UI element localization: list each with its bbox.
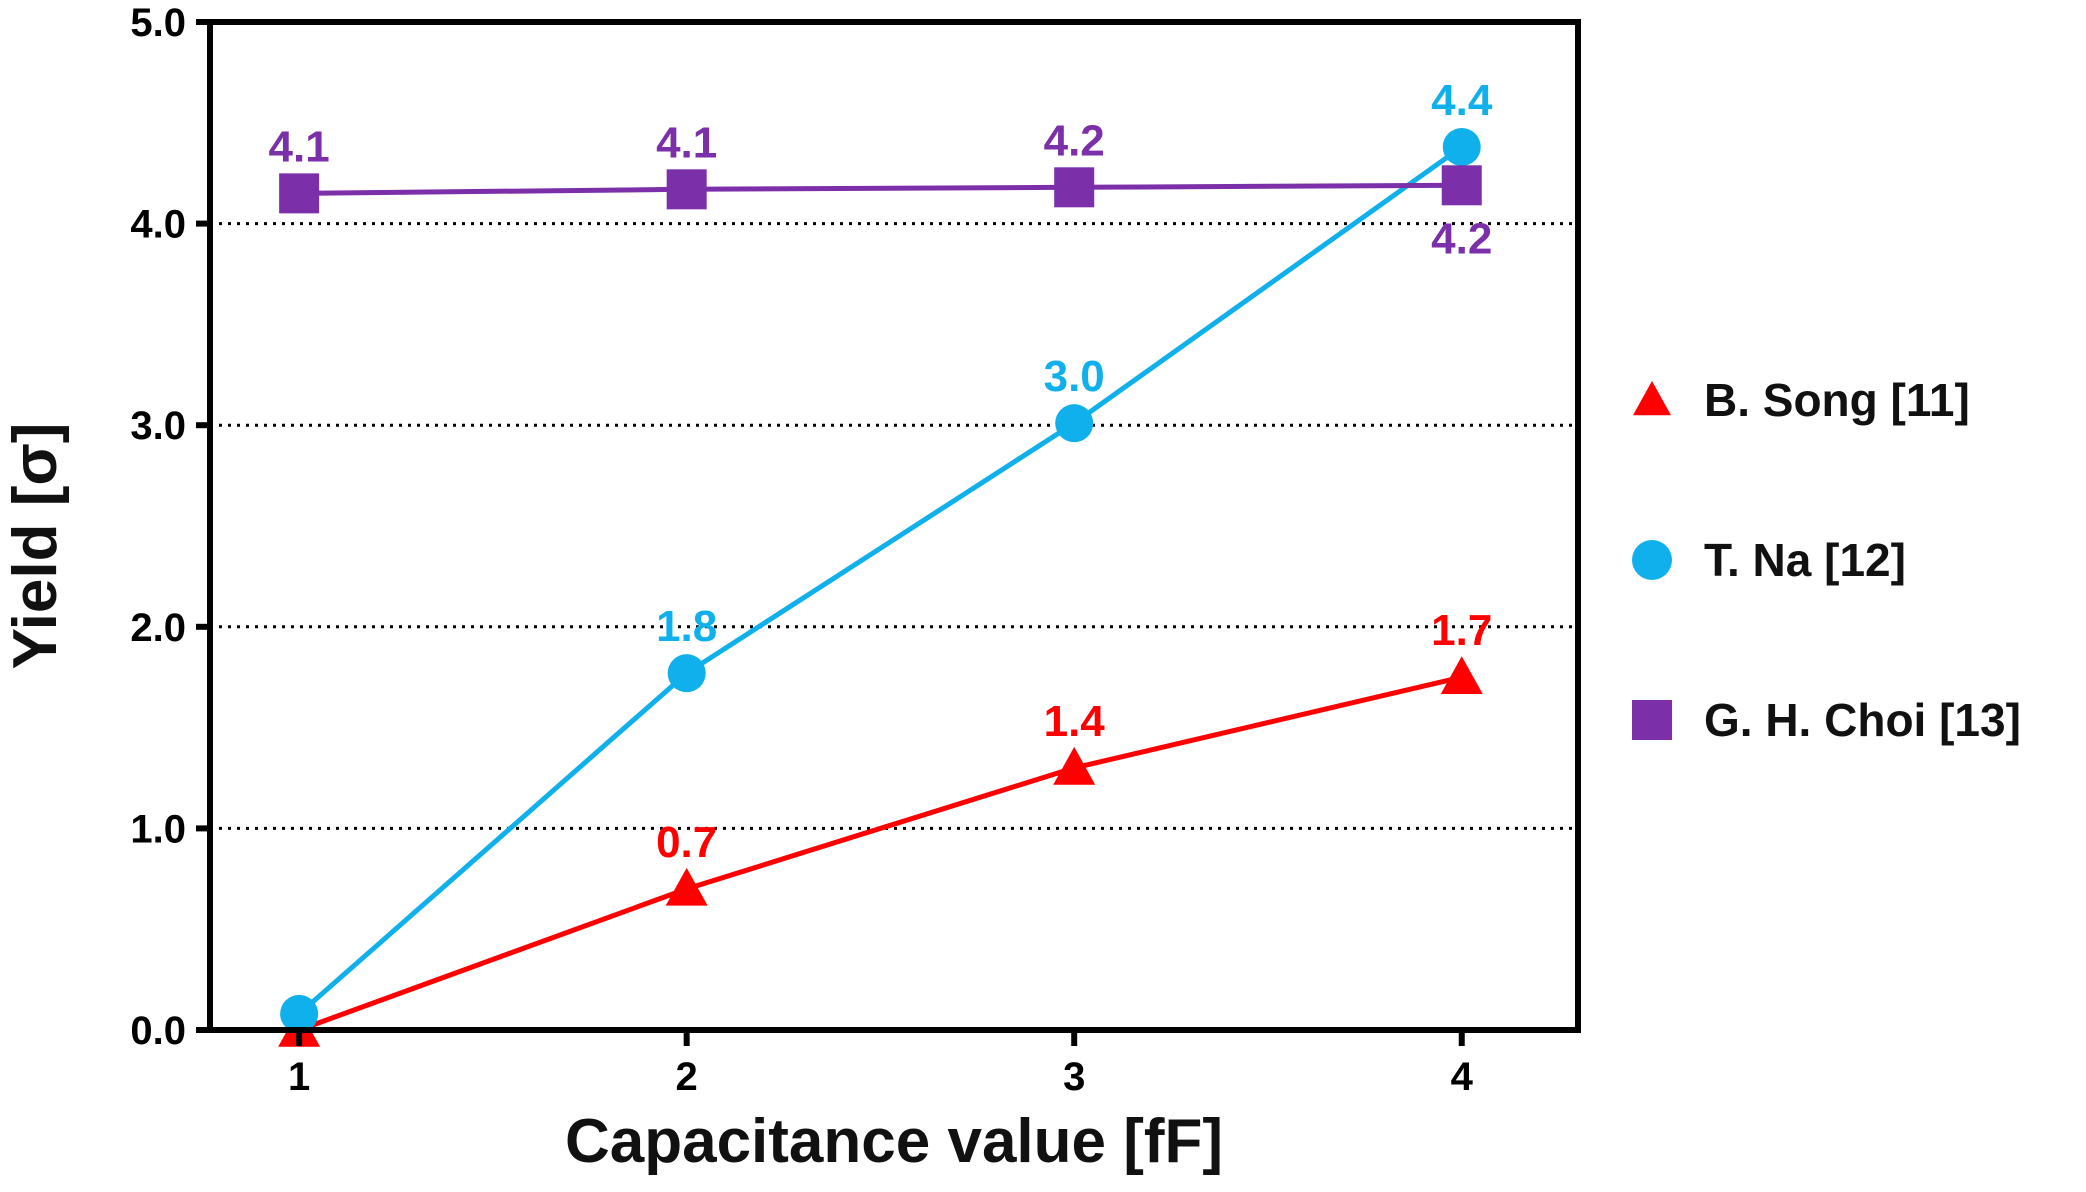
y-tick-label: 0.0 — [130, 1009, 186, 1053]
x-axis-title: Capacitance value [fF] — [565, 1107, 1223, 1176]
data-point — [280, 994, 319, 1033]
legend-label: G. H. Choi [13] — [1704, 694, 2021, 746]
data-label: 0.7 — [656, 818, 717, 867]
y-tick-label: 4.0 — [130, 203, 186, 247]
x-tick-label: 1 — [288, 1055, 310, 1099]
x-tick-label: 4 — [1451, 1055, 1474, 1099]
plot-frame — [207, 19, 1581, 1033]
legend-marker-square — [1632, 700, 1672, 740]
data-label: 4.1 — [269, 122, 330, 171]
data-label: 4.4 — [1431, 76, 1493, 125]
data-point — [1053, 746, 1096, 785]
series-line-1 — [297, 144, 1464, 1016]
data-label: 1.8 — [656, 602, 717, 651]
grid-layer — [210, 20, 1578, 830]
legend-label: B. Song [11] — [1704, 374, 1970, 426]
series-line-0 — [298, 674, 1463, 1033]
axis-layer: 0.0 1.0 2.0 3.0 4.0 5.0 1 2 3 4 — [130, 1, 1581, 1099]
x-tick-label: 2 — [676, 1055, 698, 1099]
data-point — [1055, 404, 1094, 443]
data-label: 3.0 — [1044, 352, 1105, 401]
series-layer — [278, 127, 1483, 1047]
data-label: 1.7 — [1431, 606, 1492, 655]
series-line-2 — [299, 182, 1462, 196]
data-point — [666, 169, 707, 210]
data-point — [1054, 167, 1095, 208]
data-point — [1442, 127, 1481, 166]
y-tick-label: 1.0 — [130, 807, 186, 851]
data-point — [665, 867, 708, 906]
data-label: 1.4 — [1044, 697, 1106, 746]
data-point — [279, 173, 320, 214]
y-tick-label: 5.0 — [130, 1, 186, 45]
data-label-layer: 0.7 1.4 1.7 1.8 3.0 4.4 4.1 4.1 4.2 4.2 — [269, 76, 1493, 867]
y-tick-label: 3.0 — [130, 404, 186, 448]
data-label: 4.1 — [656, 118, 717, 167]
legend: B. Song [11] T. Na [12] G. H. Choi [13] — [1632, 374, 2021, 746]
x-tick-label: 3 — [1063, 1055, 1085, 1099]
legend-marker-triangle — [1633, 381, 1671, 416]
data-point — [667, 654, 706, 693]
data-point — [1441, 165, 1482, 206]
data-label: 4.2 — [1431, 214, 1492, 263]
data-label: 4.2 — [1044, 116, 1105, 165]
y-tick-label: 2.0 — [130, 606, 186, 650]
data-point — [1440, 656, 1483, 694]
y-axis-title: Yield [σ] — [1, 423, 70, 670]
legend-marker-circle — [1632, 540, 1672, 580]
legend-label: T. Na [12] — [1704, 534, 1906, 586]
